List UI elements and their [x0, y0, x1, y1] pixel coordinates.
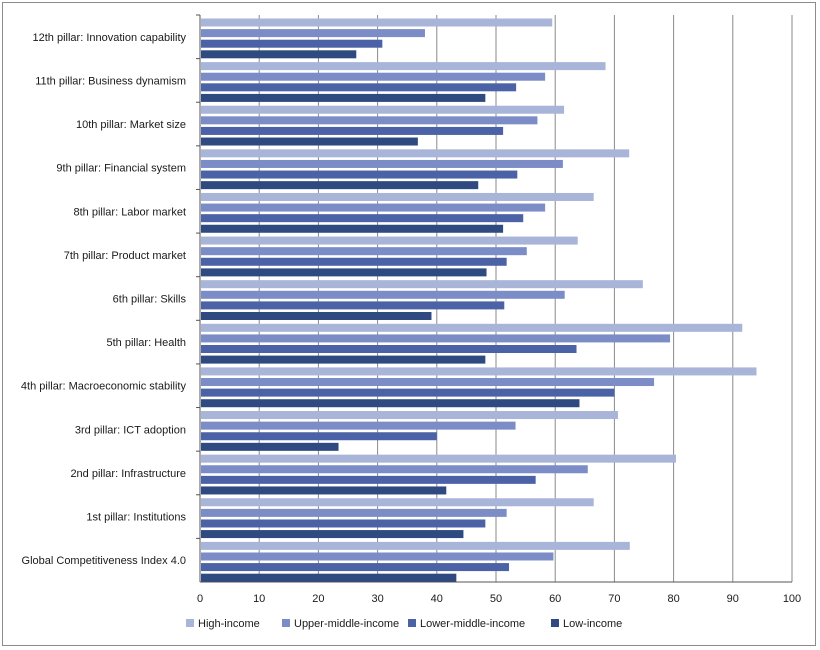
x-tick-label: 20 — [312, 593, 324, 605]
category-label: 10th pillar: Market size — [76, 119, 186, 131]
bar — [201, 29, 425, 38]
bar — [201, 18, 553, 27]
bar — [201, 541, 630, 550]
bar — [201, 105, 565, 114]
bar — [201, 192, 594, 201]
bar — [201, 257, 507, 266]
bar — [201, 367, 757, 376]
x-tick-label: 30 — [371, 593, 383, 605]
bar — [201, 247, 527, 256]
category-label: 9th pillar: Financial system — [56, 163, 186, 175]
bar — [201, 530, 464, 539]
bar — [201, 301, 505, 310]
bar — [201, 355, 486, 364]
bar — [201, 486, 447, 495]
bar — [201, 214, 524, 223]
bar — [201, 475, 536, 484]
bar — [201, 421, 516, 430]
legend-swatch — [408, 619, 416, 627]
category-label: Global Competitiveness Index 4.0 — [22, 555, 186, 567]
legend-label: High-income — [198, 618, 260, 630]
bar — [201, 465, 588, 474]
category-label: 11th pillar: Business dynamism — [35, 75, 186, 87]
bar — [201, 72, 546, 81]
category-label: 1st pillar: Institutions — [86, 512, 186, 524]
legend-label: Low-income — [563, 618, 622, 630]
category-label: 4th pillar: Macroeconomic stability — [21, 381, 187, 393]
bar — [201, 388, 615, 397]
x-tick-label: 50 — [490, 593, 502, 605]
legend-swatch — [186, 619, 194, 627]
bar — [201, 519, 486, 528]
category-label: 6th pillar: Skills — [113, 294, 187, 306]
x-tick-label: 10 — [253, 593, 265, 605]
bar — [201, 334, 671, 343]
bar — [201, 203, 546, 212]
x-tick-label: 0 — [197, 593, 203, 605]
bar — [201, 563, 510, 572]
bar — [201, 170, 518, 179]
x-tick-label: 100 — [783, 593, 801, 605]
x-tick-label: 90 — [727, 593, 739, 605]
bar — [201, 137, 418, 146]
category-label: 5th pillar: Health — [107, 337, 187, 349]
bar — [201, 116, 538, 125]
bar — [201, 39, 383, 48]
bar — [201, 552, 554, 561]
category-label: 2nd pillar: Infrastructure — [70, 468, 186, 480]
bar — [201, 50, 357, 59]
bar — [201, 573, 457, 582]
bar — [201, 224, 504, 233]
bar — [201, 93, 486, 102]
bar — [201, 454, 676, 463]
bar — [201, 159, 563, 168]
category-label: 8th pillar: Labor market — [74, 206, 187, 218]
bar — [201, 83, 517, 92]
legend-swatch — [282, 619, 290, 627]
bar — [201, 280, 643, 289]
legend-label: Lower-middle-income — [420, 618, 525, 630]
category-label: 12th pillar: Innovation capability — [33, 32, 187, 44]
bar — [201, 149, 630, 158]
x-tick-label: 60 — [549, 593, 561, 605]
bar — [201, 236, 578, 245]
bar — [201, 62, 606, 71]
category-label: 3rd pillar: ICT adoption — [75, 424, 186, 436]
bar — [201, 268, 487, 277]
x-tick-label: 40 — [431, 593, 443, 605]
x-tick-label: 70 — [608, 593, 620, 605]
bar — [201, 126, 504, 135]
bar — [201, 181, 479, 190]
bar — [201, 399, 580, 408]
bar — [201, 345, 577, 354]
bar — [201, 411, 618, 420]
bar — [201, 442, 339, 451]
bar — [201, 378, 655, 387]
category-label: 7th pillar: Product market — [64, 250, 186, 262]
bar — [201, 311, 432, 320]
x-tick-label: 80 — [667, 593, 679, 605]
bar — [201, 290, 565, 299]
legend-label: Upper-middle-income — [294, 618, 399, 630]
bar — [201, 508, 507, 517]
bar — [201, 498, 594, 507]
bar — [201, 432, 437, 441]
legend-swatch — [551, 619, 559, 627]
bar — [201, 323, 743, 332]
